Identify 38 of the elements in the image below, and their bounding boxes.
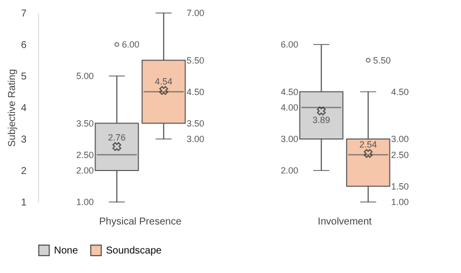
annotation: 4.00 (280, 102, 298, 112)
annotation: 2.00 (76, 166, 94, 176)
y-tick-label: 7 (20, 8, 27, 20)
annotation: 2.50 (391, 150, 409, 160)
x-tick-label: Physical Presence (99, 216, 182, 228)
annotation: 3.50 (76, 118, 94, 128)
annotation: 1.50 (391, 181, 409, 192)
y-tick-label: 6 (20, 40, 27, 51)
x-tick-label: Involvement (318, 216, 372, 228)
annotation: 3.50 (186, 118, 204, 128)
y-tick-label: 2 (20, 166, 27, 177)
annotation: 4.50 (391, 86, 409, 97)
y-axis-title: Subjective Rating (6, 69, 18, 147)
annotation: 1.00 (391, 197, 409, 207)
annotation: 3.00 (280, 134, 298, 144)
annotation: 7.00 (186, 8, 204, 18)
annotation: 2.76 (108, 132, 126, 143)
annotation: 5.50 (373, 55, 391, 66)
legend-label: None (54, 245, 78, 256)
y-tick-label: 4 (20, 103, 27, 114)
y-tick-label: 3 (20, 134, 27, 146)
annotation: 2.54 (359, 139, 377, 150)
annotation: 3.00 (391, 134, 409, 144)
annotation: 5.00 (76, 71, 94, 81)
legend-label: Soundscape (106, 245, 162, 256)
annotation: 1.00 (76, 197, 94, 207)
y-tick-label: 5 (20, 72, 27, 82)
annotation: 6.00 (122, 40, 140, 50)
annotation: 6.00 (280, 40, 298, 50)
y-tick-label: 1 (20, 198, 27, 208)
annotation: 3.00 (186, 134, 204, 144)
annotation: 4.54 (154, 76, 172, 86)
annotation: 4.50 (186, 86, 204, 97)
annotation: 2.50 (76, 150, 94, 160)
annotation: 5.50 (186, 55, 204, 66)
annotation: 3.89 (312, 114, 330, 125)
annotation: 2.00 (280, 166, 298, 176)
annotation: 4.50 (280, 86, 298, 97)
